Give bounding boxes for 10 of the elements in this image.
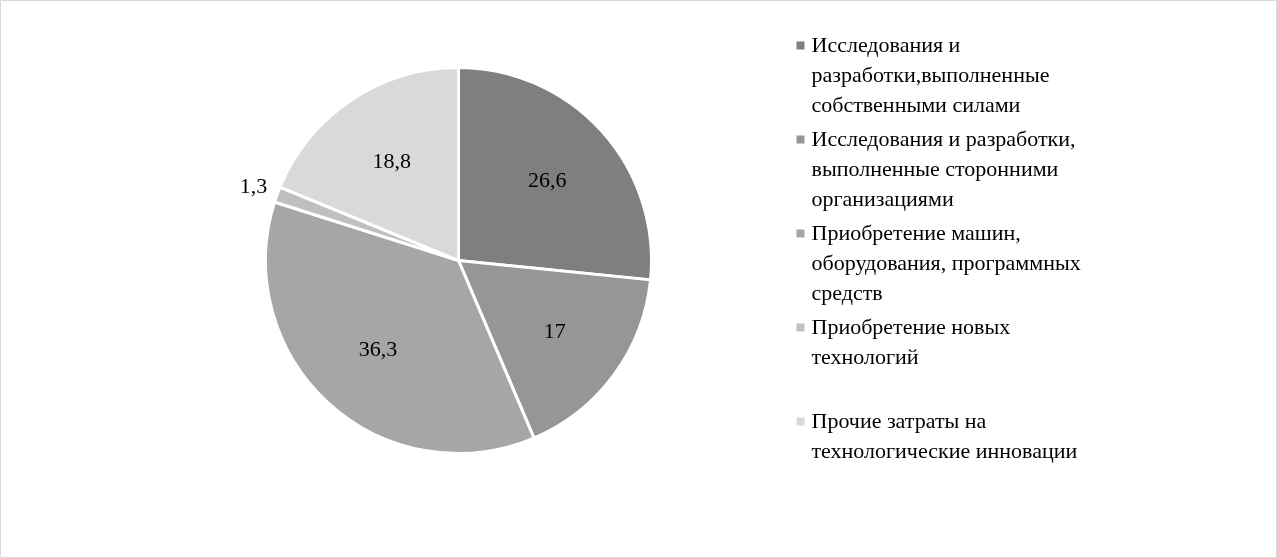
legend-label: Приобретение машин, оборудования, программных средств <box>811 219 1081 305</box>
legend-label: Приобретение новых технологий <box>811 313 1011 369</box>
data-label: 26,6 <box>528 167 567 193</box>
data-label: 1,3 <box>239 172 268 198</box>
legend-label: Прочие затраты на технологические инновации <box>811 407 1078 463</box>
legend-label: Исследования и разработки,выполненные собственными силами <box>811 31 1050 117</box>
legend-label: Исследования и разработки, выполненные сторонними организациями <box>811 125 1076 211</box>
data-label: 18,8 <box>372 148 412 174</box>
data-label: 17 <box>543 318 566 344</box>
data-label: 36,3 <box>358 336 398 361</box>
